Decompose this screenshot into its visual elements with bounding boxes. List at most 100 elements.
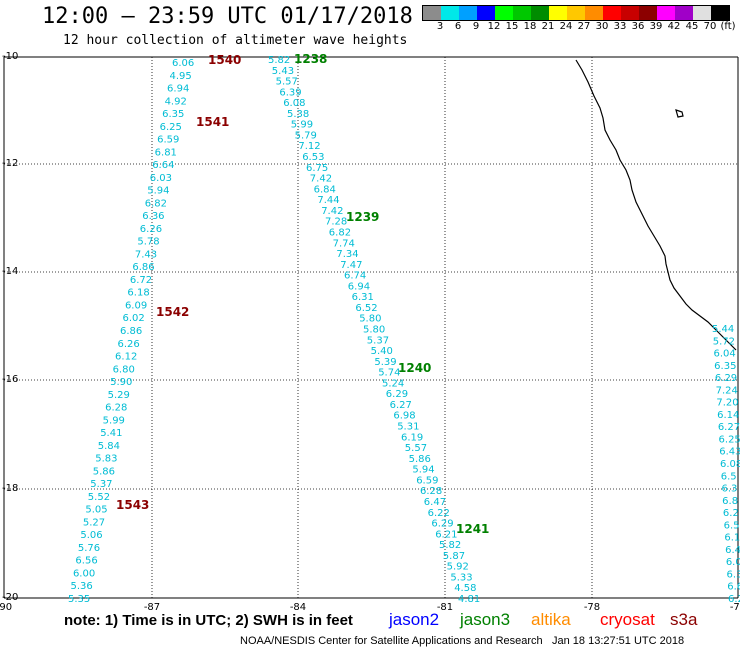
color-swatch [711,6,729,20]
wave-height-value: 6.4 [725,545,740,556]
wave-height-value: 4.58 [454,583,476,594]
color-swatch [675,6,693,20]
wave-height-value: 6.52 [355,303,377,314]
wave-height-value: 5.24 [382,378,404,389]
wave-height-value: 5.35 [68,594,90,605]
wave-height-value: 5.05 [85,505,107,516]
track-values: 6.064.956.944.926.356.256.596.816.646.03… [68,55,740,605]
wave-height-value: 6.59 [416,475,438,486]
wave-height-value: 5.92 [447,562,469,573]
wave-height-value: 6.28 [420,486,442,497]
color-scale-label: 39 [649,21,663,32]
color-swatch [423,6,441,20]
wave-height-value: 7.43 [135,249,157,260]
wave-height-value: 6.2 [723,508,739,519]
wave-height-value: 7.42 [310,174,332,185]
island [675,109,684,118]
color-swatch [603,6,621,20]
wave-height-value: 7.20 [716,398,738,409]
wave-height-value: 5.84 [98,441,120,452]
wave-height-value: 6.35 [162,109,184,120]
pass-time-label: 1541 [196,115,229,129]
color-scale-label: (ft) [720,21,736,32]
wave-height-value: 6.82 [329,227,351,238]
wave-height-value: 5.36 [70,581,92,592]
wave-height-value: 7.34 [336,249,358,260]
wave-height-value: 6.08 [720,459,740,470]
wave-height-value: 6.19 [401,432,423,443]
wave-height-value: 4.95 [170,71,192,82]
wave-height-value: 5.29 [108,390,130,401]
wave-height-value: 5.57 [276,77,298,88]
color-swatch [459,6,477,20]
pass-time-label: 1241 [456,522,489,536]
wave-height-value: 5.90 [110,377,132,388]
wave-height-value: 6.94 [167,84,189,95]
wave-height-value: 5.86 [409,454,431,465]
wave-height-value: 5.33 [450,572,472,583]
wave-height-value: 6.74 [344,271,366,282]
wave-height-value: 5.87 [443,551,465,562]
color-scale-label: 9 [472,21,480,32]
wave-height-value: 5.38 [287,109,309,120]
time-labels: 1540 1238 1541 1239 1542 1240 1543 1241 [116,52,489,536]
color-swatch [531,6,549,20]
wave-height-value: 5.52 [88,492,110,503]
wave-height-value: 6.98 [393,411,415,422]
color-swatch [477,6,495,20]
wave-height-value: 6.39 [279,87,301,98]
color-scale-label: 42 [667,21,681,32]
wave-height-value: 6.6 [727,582,740,593]
color-scale-label: 24 [559,21,573,32]
pass-time-label: 1240 [398,361,431,375]
latitude-label: -16 [2,374,19,385]
wave-height-value: 6.27 [718,422,740,433]
wave-height-value: 7.44 [317,195,339,206]
wave-height-value: 6.80 [113,364,135,375]
color-scale-label: 21 [541,21,555,32]
color-swatch [549,6,567,20]
wave-height-value: 6.21 [435,529,457,540]
map-grid [3,56,739,599]
satellite-legend-jason2: jason2 [389,610,440,629]
color-scale-label: 33 [613,21,627,32]
wave-height-value: 5.57 [405,443,427,454]
wave-height-value: 5.43 [272,66,294,77]
satellite-legend-jason3: jason3 [460,610,511,629]
wave-height-value: 6.3 [727,569,740,580]
satellite-legend-cryosat: cryosat [600,610,655,629]
longitude-label: -75 [729,602,740,613]
color-scale-label: 12 [487,21,501,32]
wave-height-value: 6.75 [306,163,328,174]
timestamp-text: Jan 18 13:27:51 UTC 2018 [552,635,685,647]
color-swatch [585,6,603,20]
color-scale-label: 3 [436,21,444,32]
color-scale-label: 27 [577,21,591,32]
wave-height-value: 6.06 [172,58,194,69]
wave-height-value: 6.3 [721,484,737,495]
wave-height-value: 5.41 [100,428,122,439]
wave-height-value: 6.03 [150,173,172,184]
color-swatch [495,6,513,20]
pass-time-label: 1542 [156,305,189,319]
wave-height-value: 6.0 [726,557,740,568]
wave-height-value: 6.25 [160,122,182,133]
wave-height-value: 5.27 [83,517,105,528]
wave-height-value: 6.2 [728,594,740,605]
wave-height-value: 6.64 [152,160,174,171]
wave-height-value: 6.86 [132,262,154,273]
pass-time-label: 1543 [116,498,149,512]
color-scale-label: 45 [685,21,699,32]
wave-height-value: 6.26 [140,224,162,235]
color-swatch [513,6,531,20]
wave-height-value: 6.26 [118,339,140,350]
wave-height-value: 6.02 [122,313,144,324]
pass-time-label: 1238 [294,52,327,66]
coastline [575,59,737,351]
satellite-legend-altika: altika [531,610,571,629]
wave-height-value: 5.86 [93,466,115,477]
color-swatch [657,6,675,20]
wave-height-value: 5.79 [295,130,317,141]
wave-height-value: 6.29 [715,373,737,384]
